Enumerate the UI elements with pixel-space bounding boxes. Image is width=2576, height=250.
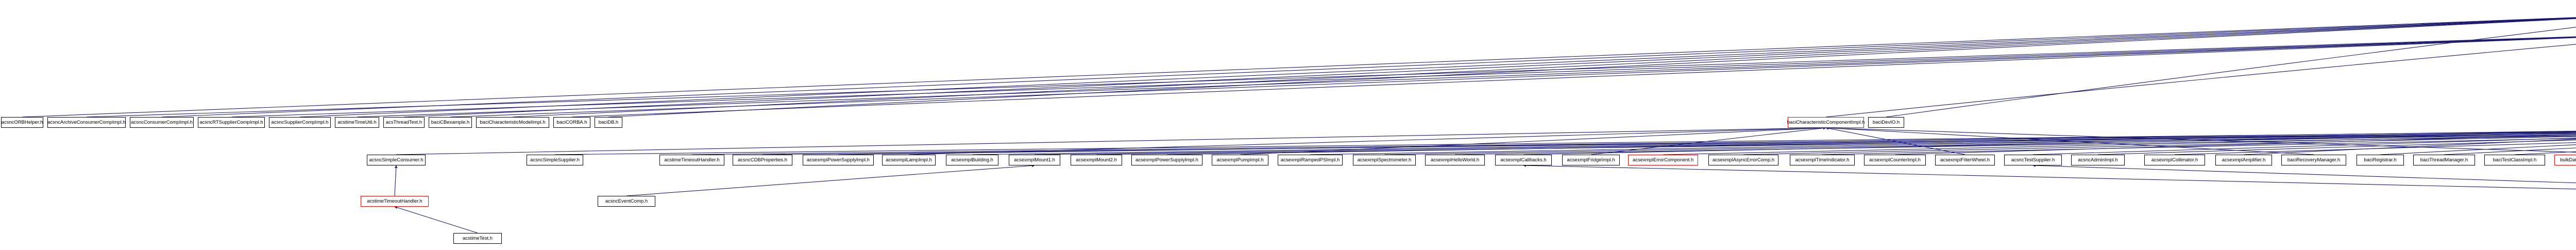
graph-node[interactable]: baciTestClassImpl.h [2484, 155, 2545, 165]
graph-node[interactable]: acsncSimpleSupplier.h [527, 155, 583, 165]
graph-node[interactable]: baciThreadManager.h [2413, 155, 2475, 165]
graph-node[interactable]: acsexmplCounterImpl.h [1864, 155, 1926, 165]
graph-node[interactable]: acsncTestSupplier.h [2004, 155, 2062, 165]
graph-node[interactable]: baciCharacteristicComponentImpl.h [1787, 117, 1865, 128]
graph-node[interactable]: acsexmplCollimator.h [2144, 155, 2205, 165]
graph-node[interactable]: acsexmplRampedPSImpl.h [1278, 155, 1343, 165]
graph-node[interactable]: baciRegistrar.h [2357, 155, 2404, 165]
graph-node[interactable]: acsncEventComp.h [598, 196, 655, 207]
graph-node[interactable]: acsexmplPowerSupplyImpl.h [803, 155, 874, 165]
graph-node[interactable]: acsexmplAsyncErrorComp.h [1708, 155, 1778, 165]
graph-node[interactable]: acsncCDBProperties.h [733, 155, 792, 165]
graph-node[interactable]: baciRecoveryManager.h [2281, 155, 2346, 165]
graph-node[interactable]: acstimeTest.h [453, 233, 502, 244]
graph-node[interactable]: acsexmplPumpImpl.h [1212, 155, 1268, 165]
graph-node[interactable]: acsncAdminImpl.h [2071, 155, 2125, 165]
graph-node[interactable]: acstimeTimeUtil.h [335, 117, 379, 128]
graph-node[interactable]: acsexmplLampImpl.h [882, 155, 936, 165]
graph-node[interactable]: acsexmplPowerSupplyImpl.h [1131, 155, 1202, 165]
graph-node[interactable]: acsexmplFridgeImpl.h [1562, 155, 1620, 165]
graph-node[interactable]: acsexmplFilterWheel.h [1935, 155, 1995, 165]
graph-node[interactable]: acsexmplMount1.h [1009, 155, 1060, 165]
graph-node[interactable]: acstimeTimeoutHandler.h [659, 155, 724, 165]
graph-node[interactable]: baciDB.h [595, 117, 622, 128]
graph-node[interactable]: acsexmplErrorComponent.h [1628, 155, 1698, 165]
graph-node[interactable]: acsncRTSupplierCompImpl.h [198, 117, 265, 128]
graph-node[interactable]: acsncSupplierCompImpl.h [269, 117, 331, 128]
graph-node[interactable]: baciCBexample.h [429, 117, 472, 128]
graph-node[interactable]: acsexmplBuilding.h [946, 155, 998, 165]
graph-node[interactable]: bulkDataCallback.h [2554, 155, 2576, 165]
graph-node[interactable]: baciCharacteristicModelImpl.h [476, 117, 549, 128]
graph-node[interactable]: acsexmplTimeIndicator.h [1790, 155, 1855, 165]
graph-node[interactable]: acsexmplCallbacks.h [1495, 155, 1552, 165]
graph-node[interactable]: acsncArchiveConsumerCompImpl.h [47, 117, 126, 128]
graph-node[interactable]: acsexmplSpectrometer.h [1353, 155, 1416, 165]
graph-node[interactable]: baciCORBA.h [553, 117, 590, 128]
graph-node[interactable]: acsexmplMount2.h [1071, 155, 1122, 165]
graph-node[interactable]: acsThreadTest.h [383, 117, 425, 128]
graph-node[interactable]: acsncORBHelper.h [1, 117, 43, 128]
graph-node[interactable]: acsexmplAmplifier.h [2215, 155, 2272, 165]
graph-node[interactable]: acstimeTimeoutHandler.h [361, 196, 429, 207]
graph-node[interactable]: acsncConsumerCompImpl.h [130, 117, 194, 128]
graph-node[interactable]: acsexmplHelloWorld.h [1425, 155, 1485, 165]
graph-node[interactable]: acsncSimpleConsumer.h [367, 155, 426, 165]
graph-node[interactable]: baciDevIO.h [1868, 117, 1904, 128]
